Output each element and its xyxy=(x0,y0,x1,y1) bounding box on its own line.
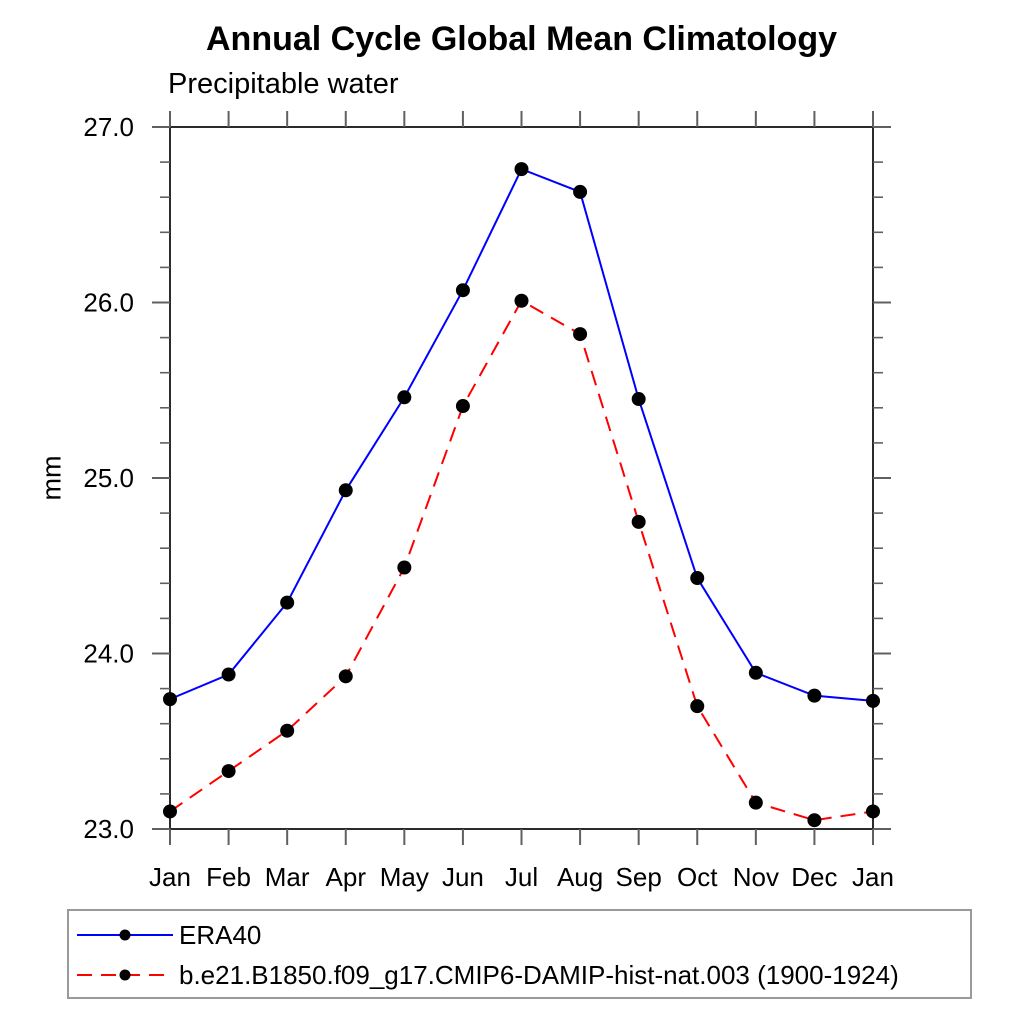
y-tick-label: 25.0 xyxy=(83,463,134,493)
x-tick-label: Mar xyxy=(265,862,310,892)
y-tick-label: 24.0 xyxy=(83,639,134,669)
data-point xyxy=(338,483,353,498)
x-tick-label: Aug xyxy=(557,862,603,892)
data-point xyxy=(455,283,470,298)
y-tick-label: 26.0 xyxy=(83,288,134,318)
data-point xyxy=(221,667,236,682)
x-tick-label: Jul xyxy=(505,862,538,892)
data-point xyxy=(280,723,295,738)
data-point xyxy=(163,804,177,819)
y-tick-label: 23.0 xyxy=(83,814,134,844)
x-tick-label: Jan xyxy=(149,862,191,892)
data-point xyxy=(631,514,646,529)
x-tick-label: Apr xyxy=(326,862,367,892)
legend-marker-dot xyxy=(119,929,131,941)
x-tick-label: May xyxy=(380,862,429,892)
legend-item-model: b.e21.B1850.f09_g17.CMIP6-DAMIP-hist-nat… xyxy=(73,960,899,990)
data-point xyxy=(748,795,763,810)
data-point xyxy=(514,162,529,177)
data-point xyxy=(690,571,705,586)
x-tick-label: Feb xyxy=(206,862,251,892)
chart-title: Annual Cycle Global Mean Climatology xyxy=(206,20,837,58)
data-point xyxy=(807,813,822,828)
data-point xyxy=(807,688,822,703)
data-point xyxy=(221,764,236,779)
x-tick-label: Sep xyxy=(616,862,662,892)
x-tick-label: Nov xyxy=(733,862,779,892)
data-point xyxy=(338,669,353,684)
legend-label-era40: ERA40 xyxy=(179,919,262,950)
x-tick-label: Dec xyxy=(791,862,837,892)
series-line-model xyxy=(169,299,874,822)
x-tick-label: Jun xyxy=(442,862,484,892)
data-point xyxy=(397,560,412,575)
legend-item-era40: ERA40 xyxy=(73,920,261,950)
plot-frame xyxy=(169,126,874,830)
chart-subtitle: Precipitable water xyxy=(168,68,399,100)
data-point xyxy=(748,665,763,680)
data-point xyxy=(514,293,529,308)
legend-line-solid-icon xyxy=(77,929,173,941)
series-line-era40 xyxy=(169,167,874,702)
legend-label-model: b.e21.B1850.f09_g17.CMIP6-DAMIP-hist-nat… xyxy=(179,959,899,990)
data-point xyxy=(866,804,880,819)
data-point xyxy=(573,327,588,342)
data-point xyxy=(455,399,470,414)
y-tick-label: 27.0 xyxy=(83,112,134,142)
data-point xyxy=(163,692,177,707)
data-point xyxy=(573,184,588,199)
data-point xyxy=(631,392,646,407)
data-point xyxy=(280,595,295,610)
legend-marker-dot xyxy=(119,969,131,981)
data-point xyxy=(866,693,880,708)
x-tick-label: Jan xyxy=(852,862,894,892)
legend: ERA40 b.e21.B1850.f09_g17.CMIP6-DAMIP-hi… xyxy=(67,909,972,999)
data-point xyxy=(397,390,412,405)
x-tick-label: Oct xyxy=(677,862,718,892)
data-point xyxy=(690,699,705,714)
legend-line-dashed-icon xyxy=(77,969,173,981)
